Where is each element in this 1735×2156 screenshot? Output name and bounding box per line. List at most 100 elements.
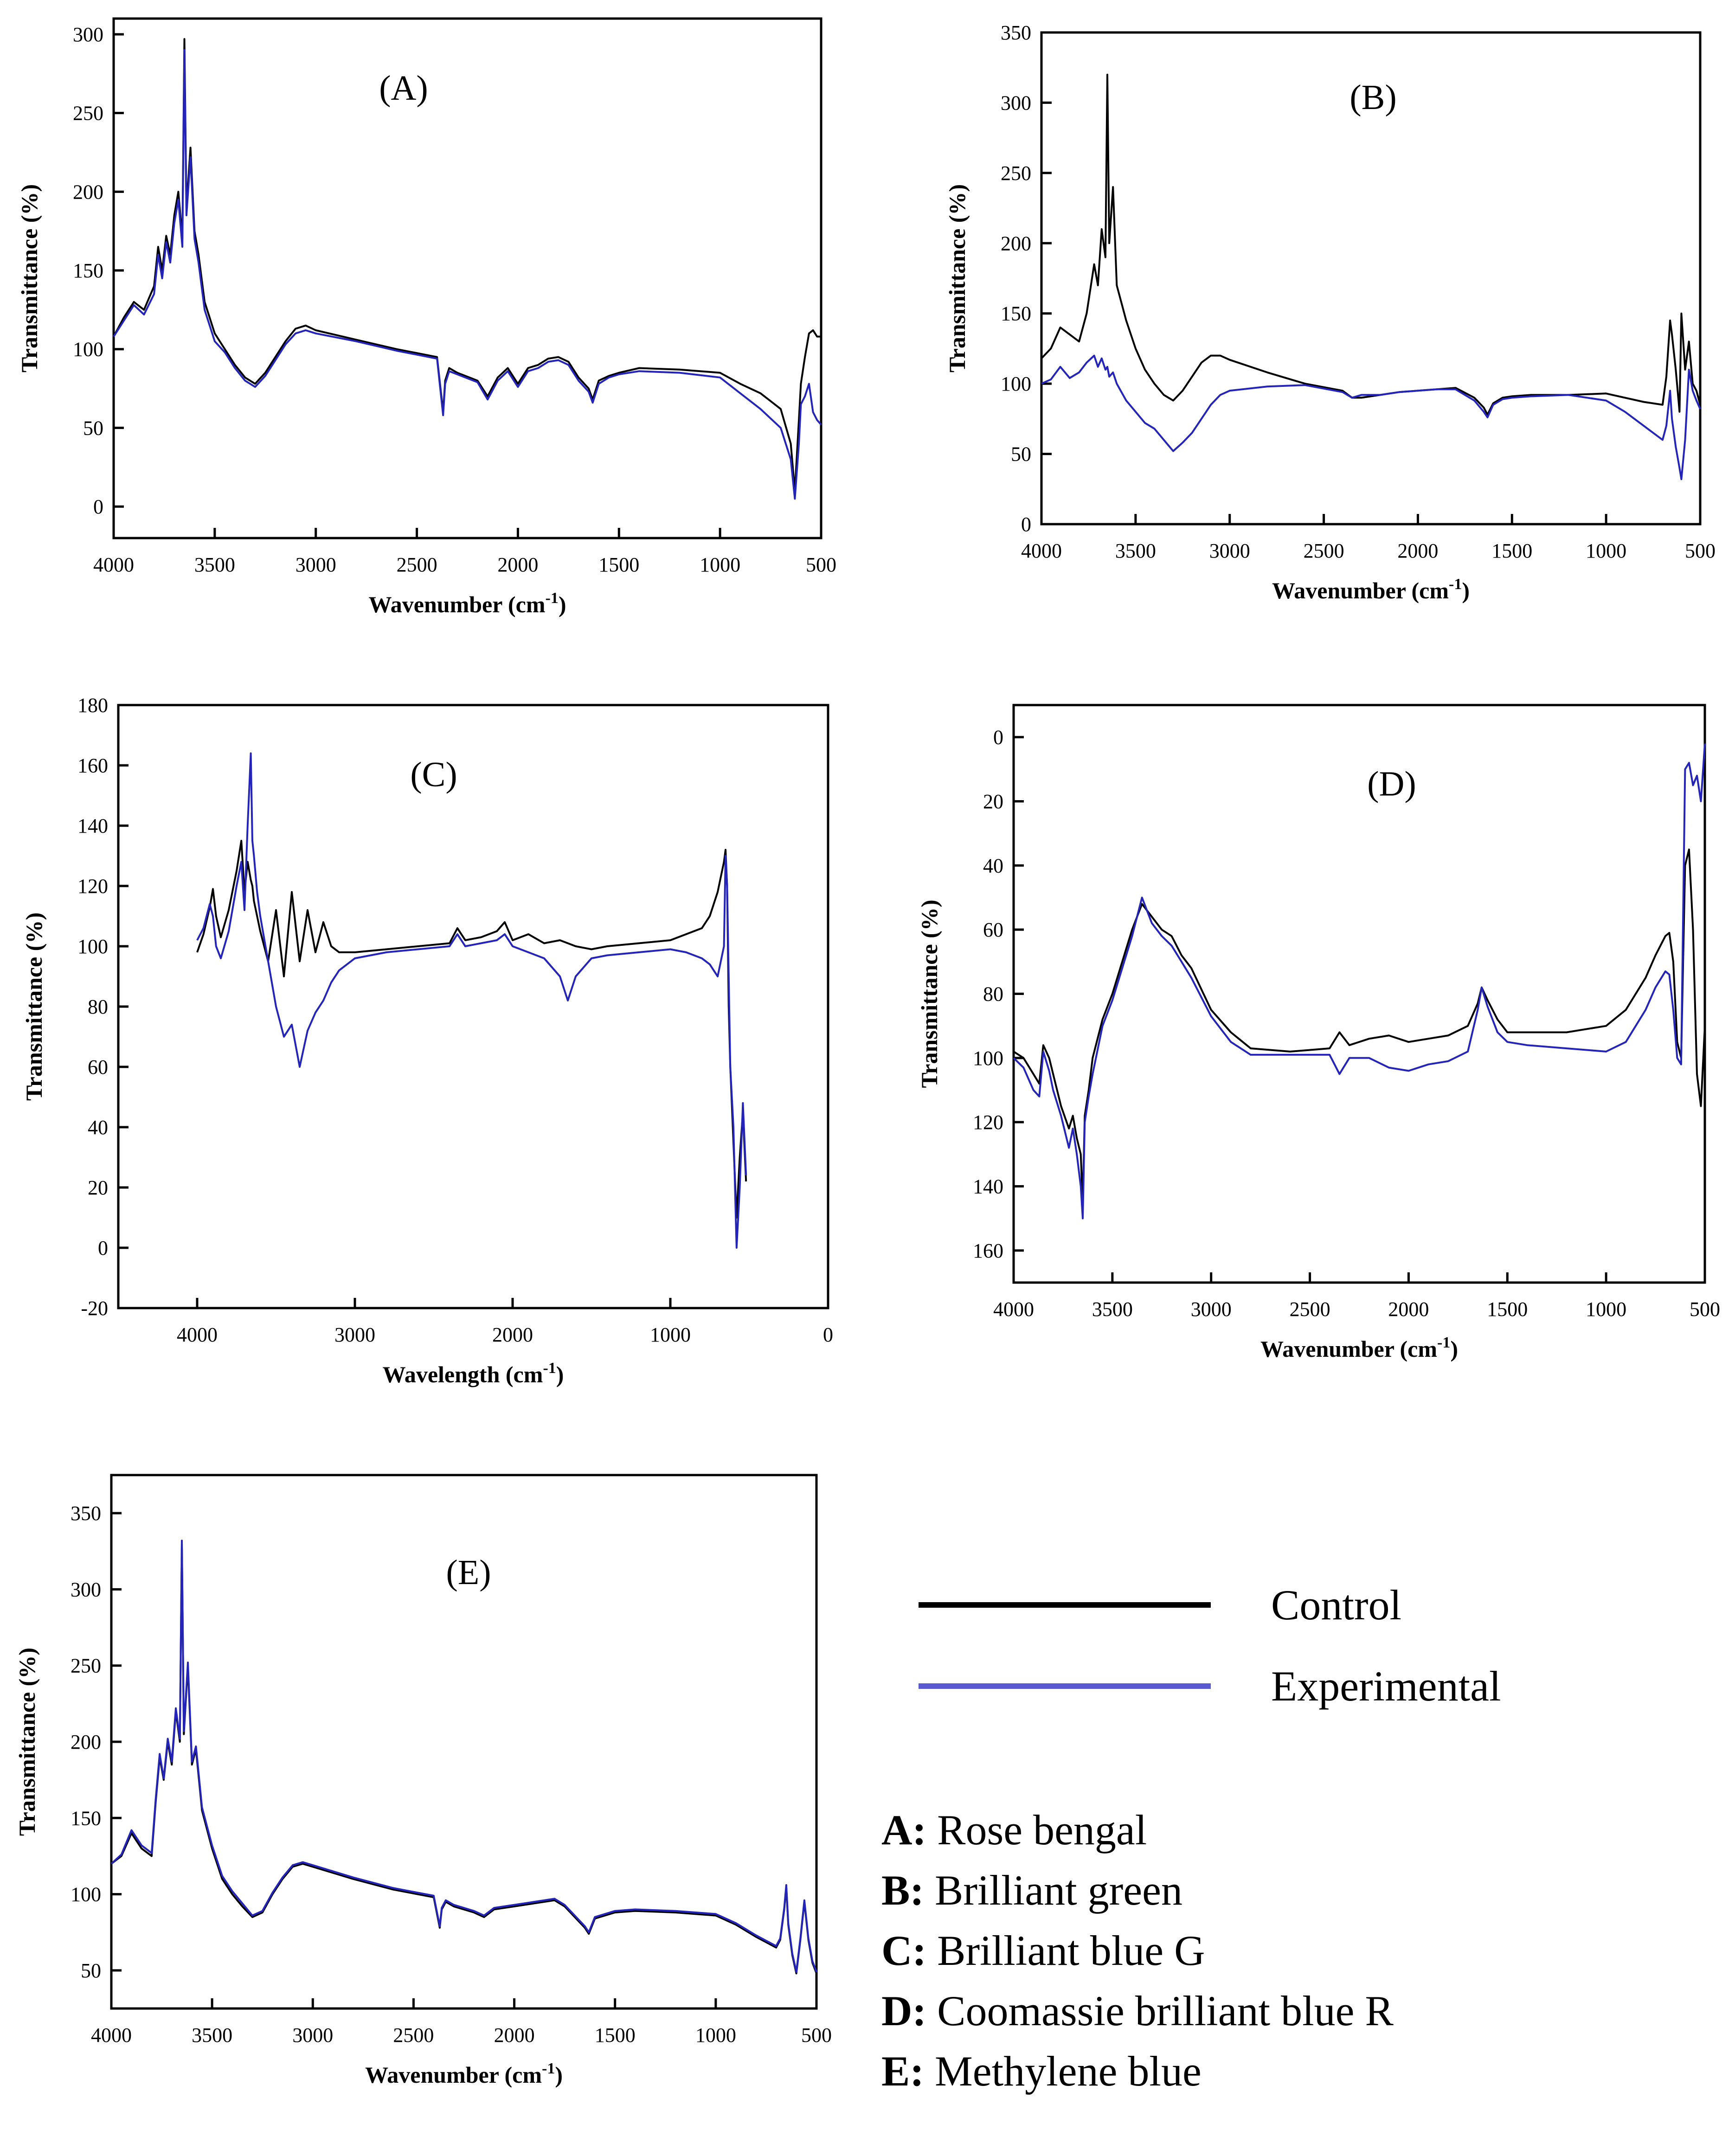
x-axis-label-end: ) <box>1450 1336 1458 1362</box>
legend-control-label: Control <box>1271 1581 1402 1629</box>
x-tick-label: 2000 <box>492 1323 533 1346</box>
x-tick-label: 3000 <box>1191 1298 1232 1321</box>
series-line-control <box>1013 848 1706 1204</box>
x-tick-label: 3500 <box>1115 539 1156 562</box>
y-tick-label: 150 <box>1001 302 1031 325</box>
x-axis-label-sup: -1 <box>543 1360 556 1377</box>
x-tick-label: 1000 <box>695 2024 736 2047</box>
series-line-experimental <box>113 49 822 500</box>
chart-panel: 4000 3500 3000 2500 2000 1500 1000 500 50 100 150 2… <box>14 1474 832 2088</box>
y-axis-label: Transmittance (%) <box>14 1648 40 1836</box>
key-letter: C: <box>881 1927 927 1974</box>
chart-panel: 4000 3000 2000 1000 0 -20 0 20 40 60 80 100 120 140 16… <box>21 694 833 1387</box>
x-axis-label-sup: -1 <box>546 590 559 607</box>
panel-label: (A) <box>379 69 428 108</box>
x-tick-label: 1000 <box>650 1323 691 1346</box>
x-axis-label: Wavenumber (cm-1) <box>1272 576 1470 603</box>
x-axis-label: Wavenumber (cm-1) <box>369 590 566 617</box>
x-tick-label: 3000 <box>1209 539 1250 562</box>
y-tick-label: 300 <box>73 23 103 46</box>
x-tick-label: 4000 <box>93 553 134 576</box>
panel-label: (E) <box>446 1553 491 1592</box>
x-axis-label-end: ) <box>556 1361 564 1387</box>
legend-control-swatch <box>919 1602 1211 1608</box>
chart-panel: 4000 3500 3000 2500 2000 1500 1000 500 0 50 100 150… <box>944 21 1716 603</box>
key-name: Rose bengal <box>937 1806 1147 1854</box>
y-axis-label: Transmittance (%) <box>944 184 970 372</box>
x-axis-label-text: Wavenumber (cm <box>1260 1336 1437 1362</box>
y-tick-label: 100 <box>77 935 108 958</box>
x-axis-label: Wavenumber (cm-1) <box>365 2060 563 2088</box>
x-tick-label: 2500 <box>397 553 437 576</box>
plot-frame <box>117 704 829 1309</box>
x-tick-label: 500 <box>801 2024 832 2047</box>
y-tick-label: 140 <box>77 815 108 837</box>
series-line-experimental <box>1041 354 1701 481</box>
legend-control: Control <box>909 1577 1698 1633</box>
x-tick-label: 500 <box>1690 1298 1720 1321</box>
x-tick-label: 1000 <box>1586 539 1626 562</box>
key-row-d: D: Coomassie brilliant blue R <box>881 1981 1716 2041</box>
y-axis-label: Transmittance (%) <box>21 912 47 1101</box>
y-tick-label: 80 <box>88 995 108 1018</box>
y-tick-label: 120 <box>77 875 108 898</box>
key-row-c: C: Brilliant blue G <box>881 1920 1716 1981</box>
x-tick-label: 3500 <box>194 553 235 576</box>
x-tick-label: 2000 <box>494 2024 535 2047</box>
y-tick-label: 0 <box>1021 513 1031 536</box>
dye-key: A: Rose bengal B: Brilliant green C: Bri… <box>881 1800 1716 2101</box>
y-tick-label: 100 <box>73 338 103 361</box>
plot-frame <box>112 17 823 539</box>
panel-label: (C) <box>410 755 457 794</box>
y-tick-label: 100 <box>1001 372 1031 395</box>
y-tick-label: 160 <box>77 754 108 777</box>
x-axis-label-sup: -1 <box>1437 1334 1450 1351</box>
x-axis-label-end: ) <box>555 2062 563 2088</box>
panel-label: (B) <box>1349 78 1396 117</box>
y-tick-label: 20 <box>88 1176 108 1199</box>
x-axis-label-text: Wavelength (cm <box>383 1361 543 1387</box>
y-tick-label: 250 <box>73 102 103 125</box>
x-tick-label: 1500 <box>1487 1298 1528 1321</box>
x-tick-label: 3000 <box>296 553 336 576</box>
plot-frame <box>1012 704 1706 1284</box>
series-line-control <box>110 1542 817 1975</box>
y-tick-label: 250 <box>71 1655 101 1677</box>
y-tick-label: 300 <box>1001 91 1031 114</box>
x-tick-label: 3500 <box>192 2024 232 2047</box>
y-tick-label: 0 <box>993 726 1003 749</box>
legend-experimental-swatch <box>919 1683 1211 1689</box>
legend-experimental: Experimental <box>909 1658 1698 1714</box>
plot-frame <box>1040 31 1702 526</box>
y-tick-label: 60 <box>983 918 1003 941</box>
x-axis-label: Wavenumber (cm-1) <box>1260 1334 1458 1362</box>
legend: Control Experimental <box>909 1577 1698 1716</box>
x-tick-label: 3000 <box>292 2024 333 2047</box>
x-tick-label: 1000 <box>700 553 740 576</box>
x-tick-label: 500 <box>806 553 836 576</box>
x-tick-label: 0 <box>823 1323 833 1346</box>
x-axis-label-end: ) <box>1462 578 1470 603</box>
y-tick-label: 150 <box>73 259 103 282</box>
x-axis-label-text: Wavenumber (cm <box>369 591 546 617</box>
series-line-experimental <box>196 752 747 1249</box>
y-tick-label: 20 <box>983 790 1003 813</box>
x-tick-label: 2000 <box>1388 1298 1429 1321</box>
x-axis-label-sup: -1 <box>1449 576 1462 593</box>
x-axis-label-text: Wavenumber (cm <box>365 2062 542 2088</box>
series-line-control <box>113 38 821 492</box>
x-tick-label: 2000 <box>497 553 538 576</box>
y-tick-label: 250 <box>1001 162 1031 185</box>
series-line-control <box>196 840 747 1219</box>
y-tick-label: 180 <box>77 694 108 717</box>
x-tick-label: 2500 <box>1290 1298 1330 1321</box>
key-letter: E: <box>881 2047 924 2095</box>
x-axis-label-text: Wavenumber (cm <box>1272 578 1449 603</box>
key-letter: D: <box>881 1987 927 2034</box>
y-tick-label: 160 <box>973 1239 1003 1262</box>
key-row-e: E: Methylene blue <box>881 2041 1716 2101</box>
x-tick-label: 4000 <box>1021 539 1062 562</box>
x-tick-label: 500 <box>1685 539 1716 562</box>
key-name: Brilliant green <box>935 1867 1182 1914</box>
